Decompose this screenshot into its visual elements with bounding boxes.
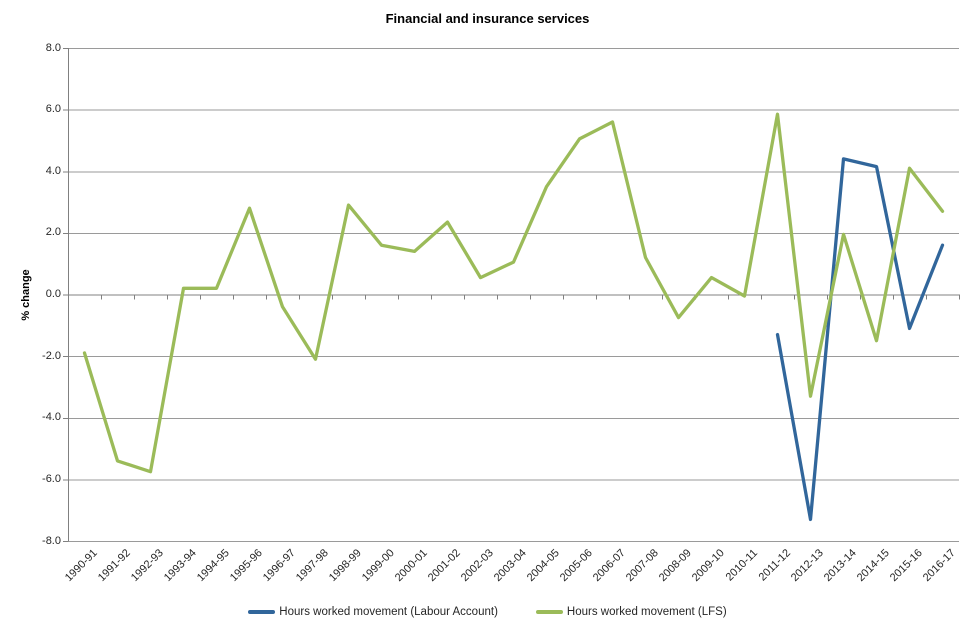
legend-item-labour-account: Hours worked movement (Labour Account)	[248, 606, 498, 618]
chart-legend: Hours worked movement (Labour Account) H…	[0, 606, 975, 618]
y-tick-label: -6.0	[42, 473, 61, 485]
y-tick-label: 2.0	[45, 226, 61, 238]
series-line-1	[82, 112, 945, 474]
y-tick-label: -8.0	[42, 535, 61, 547]
y-tick-label: 4.0	[45, 165, 61, 177]
y-tick-label: -2.0	[42, 350, 61, 362]
legend-item-lfs: Hours worked movement (LFS)	[535, 606, 727, 618]
y-tick-label: 6.0	[45, 103, 61, 115]
y-tick-label: -4.0	[42, 411, 61, 423]
y-tick-label: 0.0	[45, 288, 61, 300]
lfs-line-icon	[535, 610, 563, 614]
labour-account-line-icon	[248, 610, 276, 614]
y-tick-label: 8.0	[45, 42, 61, 54]
legend-label-lfs: Hours worked movement (LFS)	[566, 606, 727, 618]
series-line-0	[775, 157, 945, 522]
legend-label-labour-account: Hours worked movement (Labour Account)	[279, 606, 498, 618]
chart-title: Financial and insurance services	[385, 11, 590, 26]
